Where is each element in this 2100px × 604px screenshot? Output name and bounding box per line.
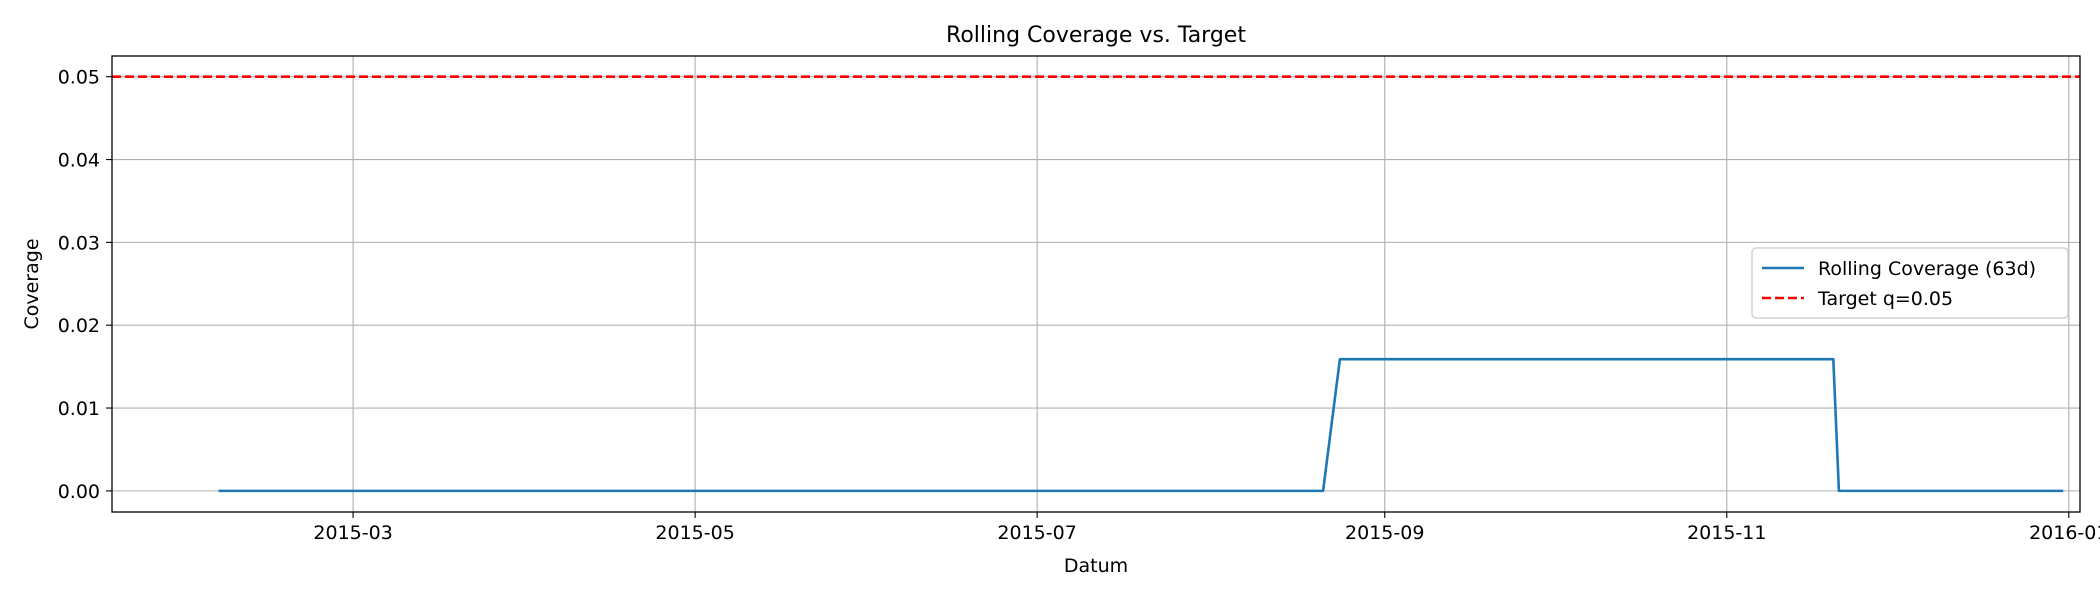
legend-box <box>1751 247 2069 319</box>
series-layer <box>112 75 2080 493</box>
plot-frame <box>111 55 2081 513</box>
ticks-layer: 2015-03 2015-05 2015-07 2015-09 2015-11 2016-… <box>58 67 2100 544</box>
x-tick-label: 2015-03 <box>313 522 392 544</box>
y-tick-label: 0.01 <box>58 398 100 420</box>
y-tick-label: 0.05 <box>58 67 100 89</box>
y-tick-label: 0.02 <box>58 315 100 337</box>
chart-title: Rolling Coverage vs. Target <box>946 23 1246 48</box>
x-tick-label: 2015-05 <box>655 522 734 544</box>
x-tick-label: 2015-07 <box>997 522 1076 544</box>
x-tick-label: 2015-11 <box>1687 522 1766 544</box>
grid-layer <box>112 56 2080 512</box>
legend-label-target: Target q=0.05 <box>1817 288 1953 310</box>
x-tick-label: 2016-01 <box>2029 522 2100 544</box>
x-tick-label: 2015-09 <box>1345 522 1424 544</box>
y-tick-label: 0.03 <box>58 232 100 254</box>
legend-label-rolling-coverage: Rolling Coverage (63d) <box>1818 258 2036 280</box>
coverage-line <box>218 357 2064 493</box>
legend: Rolling Coverage (63d) Target q=0.05 <box>1751 247 2069 319</box>
x-axis-label: Datum <box>1064 555 1128 577</box>
y-tick-label: 0.00 <box>58 481 100 503</box>
y-tick-label: 0.04 <box>58 150 100 172</box>
y-axis-label: Coverage <box>21 238 43 329</box>
